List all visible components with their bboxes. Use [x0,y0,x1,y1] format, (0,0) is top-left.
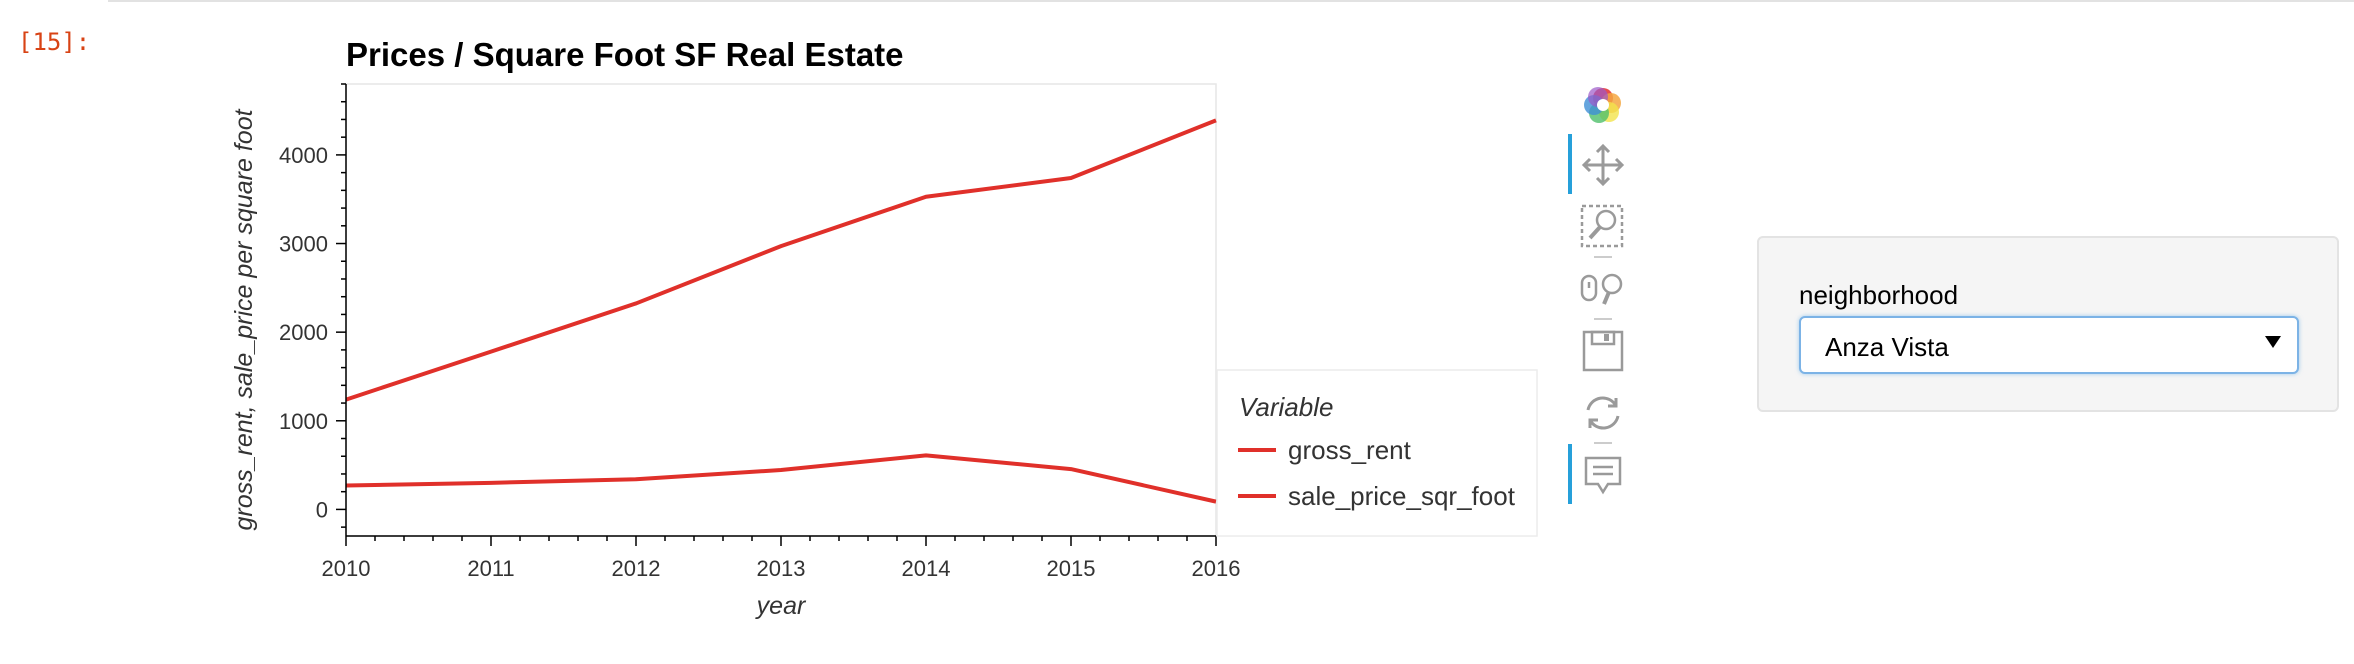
toolbar-separator [1594,318,1612,320]
neighborhood-select[interactable]: Anza Vista [1799,316,2299,374]
x-tick-label: 2015 [1047,556,1096,581]
hover-icon[interactable] [1576,448,1630,502]
x-tick-label: 2012 [612,556,661,581]
series-line-sale-price-sqr-foot [345,453,1217,504]
pan-icon[interactable] [1576,138,1630,192]
neighborhood-widget: neighborhood Anza Vista [1757,236,2339,412]
y-tick-label: 2000 [279,320,328,345]
x-tick-label: 2010 [322,556,371,581]
y-axis-label: gross_rent, sale_price per square foot [230,108,258,530]
x-axis-label: year [755,592,807,620]
x-tick-label: 2014 [902,556,951,581]
chart-title: Prices / Square Foot SF Real Estate [346,36,904,73]
box-zoom-icon[interactable] [1576,200,1630,254]
chevron-down-icon [2265,336,2281,348]
pan-active-indicator [1568,134,1572,194]
legend: Variable gross_rent sale_price_sqr_foot [1216,369,1538,537]
line-chart: Prices / Square Foot SF Real Estate 0 100… [230,36,1538,620]
y-tick-label: 0 [316,497,328,522]
y-tick-label: 3000 [279,232,328,257]
x-tick-label: 2013 [757,556,806,581]
neighborhood-label: neighborhood [1799,280,1959,310]
wheel-zoom-icon[interactable] [1576,262,1630,316]
x-tick-label: 2016 [1192,556,1241,581]
series-layer [345,118,1217,504]
reset-icon[interactable] [1576,386,1630,440]
legend-label-sale-price-sqr-foot: sale_price_sqr_foot [1288,481,1516,511]
hover-active-indicator [1568,444,1572,504]
cell-prompt: [15]: [18,28,91,56]
series-line-gross-rent [345,118,1217,402]
legend-box [1216,369,1538,537]
legend-title: Variable [1239,392,1333,422]
legend-label-gross-rent: gross_rent [1288,435,1412,465]
save-icon[interactable] [1576,324,1630,378]
bokeh-logo-icon[interactable] [1576,78,1630,132]
y-tick-label: 1000 [279,409,328,434]
neighborhood-select-value: Anza Vista [1825,332,1949,362]
toolbar-separator [1594,442,1612,444]
y-tick-label: 4000 [279,143,328,168]
axes-layer: 0 1000 2000 3000 4000 2010 2011 2012 2013 2014 201… [279,83,1241,581]
x-tick-label: 2011 [467,556,514,581]
cell-top-border [108,0,2354,2]
toolbar-separator [1594,256,1612,258]
plot-toolbar [1568,76,1638,506]
